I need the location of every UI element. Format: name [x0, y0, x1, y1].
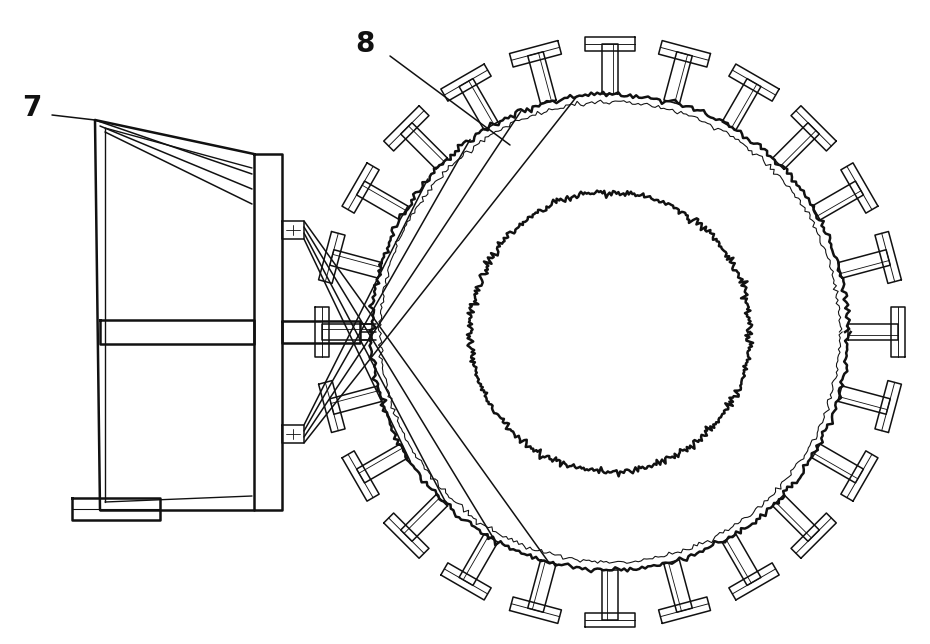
Text: 8: 8: [355, 30, 375, 58]
Text: 7: 7: [22, 94, 42, 122]
